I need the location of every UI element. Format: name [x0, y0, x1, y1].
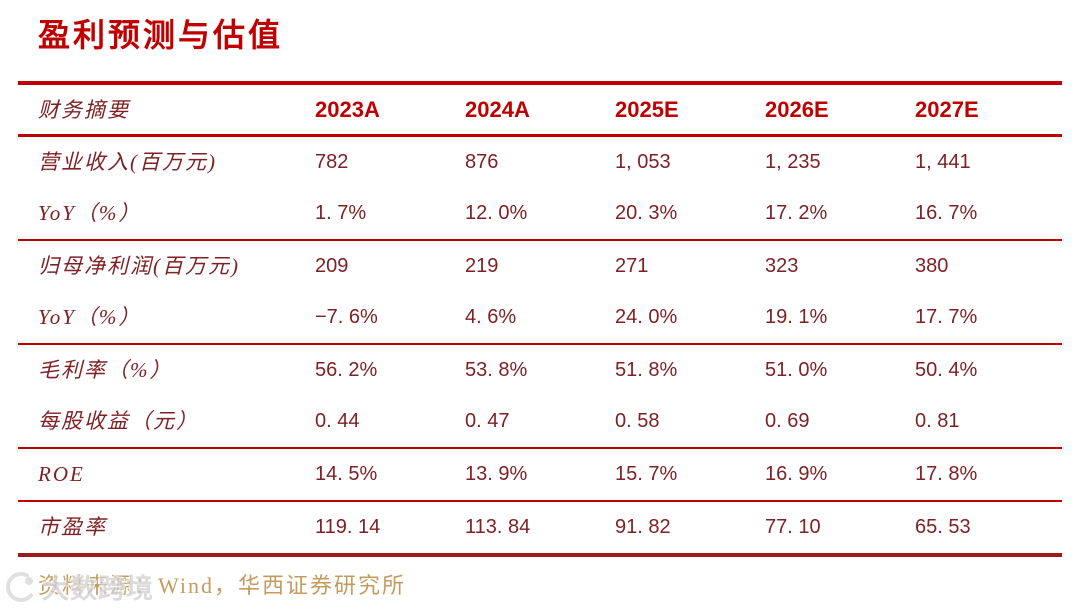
source-note: 资料来源：Wind，华西证券研究所: [38, 573, 406, 598]
column-header-2024a: 2024A: [465, 81, 615, 137]
table-cell: 209: [315, 255, 349, 277]
table-row: YoY（%） 1. 7% 12. 0% 20. 3% 17. 2% 16. 7%: [18, 188, 1062, 241]
table-cell: 15. 7%: [615, 448, 765, 502]
table-cell: 4. 6%: [465, 292, 615, 345]
table-cell: 17. 2%: [765, 188, 915, 241]
table-cell: 0. 58: [615, 396, 765, 449]
table-row: 市盈率 119. 14 113. 84 91. 82 77. 10 65. 53: [18, 501, 1062, 557]
row-label: YoY（%）: [18, 292, 315, 345]
table-cell: 380: [915, 255, 949, 277]
table-cell: 14. 5%: [315, 448, 465, 502]
table-cell: 12. 0%: [465, 188, 615, 241]
table-cell: −7. 6%: [315, 292, 465, 345]
table-cell: 1. 7%: [315, 188, 465, 241]
table-cell: 19. 1%: [765, 292, 915, 345]
table-cell: 51. 8%: [615, 359, 678, 381]
column-header-2026e: 2026E: [765, 81, 915, 137]
table-cell: 219: [465, 255, 499, 277]
table-cell: 0. 69: [765, 396, 915, 449]
column-header-2027e: 2027E: [915, 81, 1062, 137]
table-cell: 0. 47: [465, 396, 615, 449]
table-row: 营业收入(百万元) 782 876 1, 053 1, 235 1, 441: [18, 136, 1062, 189]
table-cell: 119. 14: [315, 501, 465, 557]
table-cell: 782: [315, 151, 349, 173]
table-cell: 0. 81: [915, 396, 1062, 449]
table-cell: 51. 0%: [765, 359, 828, 381]
table-cell: 50. 4%: [915, 359, 978, 381]
table-row: YoY（%） −7. 6% 4. 6% 24. 0% 19. 1% 17. 7%: [18, 292, 1062, 345]
table-row: 每股收益（元） 0. 44 0. 47 0. 58 0. 69 0. 81: [18, 396, 1062, 449]
row-label: 营业收入(百万元): [38, 150, 217, 174]
table-row: ROE 14. 5% 13. 9% 15. 7% 16. 9% 17. 8%: [18, 448, 1062, 502]
table-cell: 17. 8%: [915, 448, 1062, 502]
table-row: 归母净利润(百万元) 209 219 271 323 380: [18, 240, 1062, 292]
table-cell: 13. 9%: [465, 448, 615, 502]
column-header-2023a: 2023A: [315, 81, 465, 137]
financial-summary-table: 财务摘要 2023A 2024A 2025E 2026E 2027E 营业收入(…: [18, 81, 1062, 557]
table-cell: 1, 235: [765, 151, 821, 173]
table-cell: 1, 441: [915, 151, 971, 173]
table-header-row: 财务摘要 2023A 2024A 2025E 2026E 2027E: [18, 81, 1062, 137]
table-cell: 65. 53: [915, 501, 1062, 557]
row-label: 市盈率: [18, 501, 315, 557]
watermark-logo-icon: [3, 569, 39, 605]
column-header-2025e: 2025E: [615, 81, 765, 137]
column-header-metric: 财务摘要: [18, 81, 315, 137]
report-page: 盈利预测与估值 财务摘要 2023A 2024A 2025E 2026E 202…: [0, 10, 1080, 608]
row-label: 每股收益（元）: [18, 396, 315, 449]
table-cell: 16. 7%: [915, 188, 1062, 241]
table-cell: 91. 82: [615, 501, 765, 557]
table-cell: 876: [465, 151, 499, 173]
table-cell: 20. 3%: [615, 188, 765, 241]
table-cell: 16. 9%: [765, 448, 915, 502]
table-cell: 77. 10: [765, 501, 915, 557]
table-cell: 0. 44: [315, 396, 465, 449]
table-cell: 323: [765, 255, 799, 277]
row-label: YoY（%）: [18, 188, 315, 241]
row-label: ROE: [18, 448, 315, 502]
table-cell: 56. 2%: [315, 359, 378, 381]
row-label: 毛利率（%）: [38, 358, 173, 382]
table-cell: 24. 0%: [615, 292, 765, 345]
table-cell: 17. 7%: [915, 292, 1062, 345]
table-cell: 271: [615, 255, 649, 277]
table-row: 毛利率（%） 56. 2% 53. 8% 51. 8% 51. 0% 50. 4%: [18, 344, 1062, 396]
table-cell: 1, 053: [615, 151, 671, 173]
table-cell: 53. 8%: [465, 359, 528, 381]
row-label: 归母净利润(百万元): [38, 254, 240, 278]
table-cell: 113. 84: [465, 501, 615, 557]
page-title: 盈利预测与估值: [38, 17, 284, 53]
